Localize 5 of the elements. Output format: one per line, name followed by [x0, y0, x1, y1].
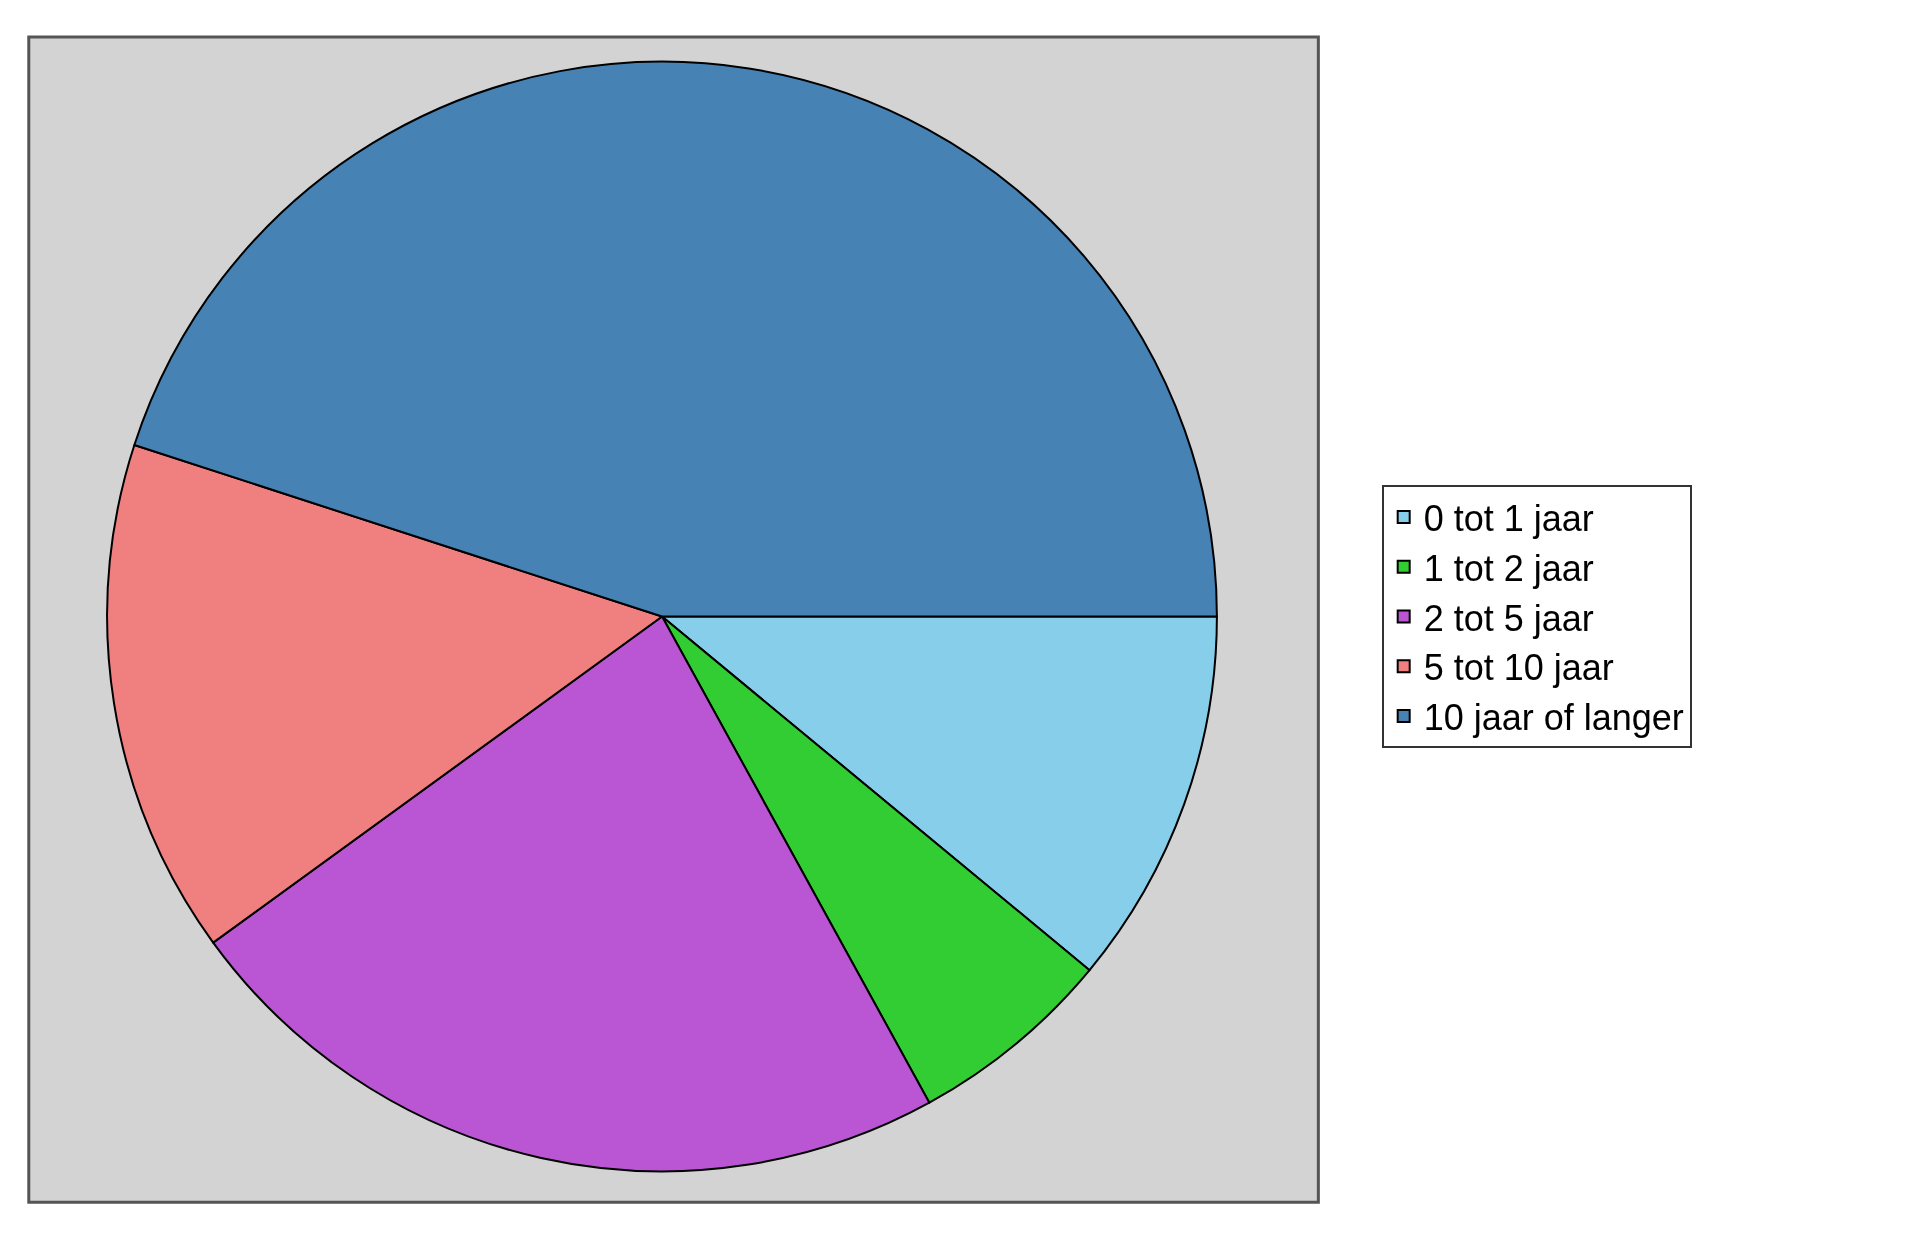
legend-label: 0 tot 1 jaar [1423, 497, 1594, 539]
legend-label: 10 jaar of langer [1423, 697, 1684, 739]
legend-label: 2 tot 5 jaar [1423, 597, 1594, 639]
legend-label: 1 tot 2 jaar [1423, 547, 1594, 589]
legend-label: 5 tot 10 jaar [1423, 647, 1614, 689]
